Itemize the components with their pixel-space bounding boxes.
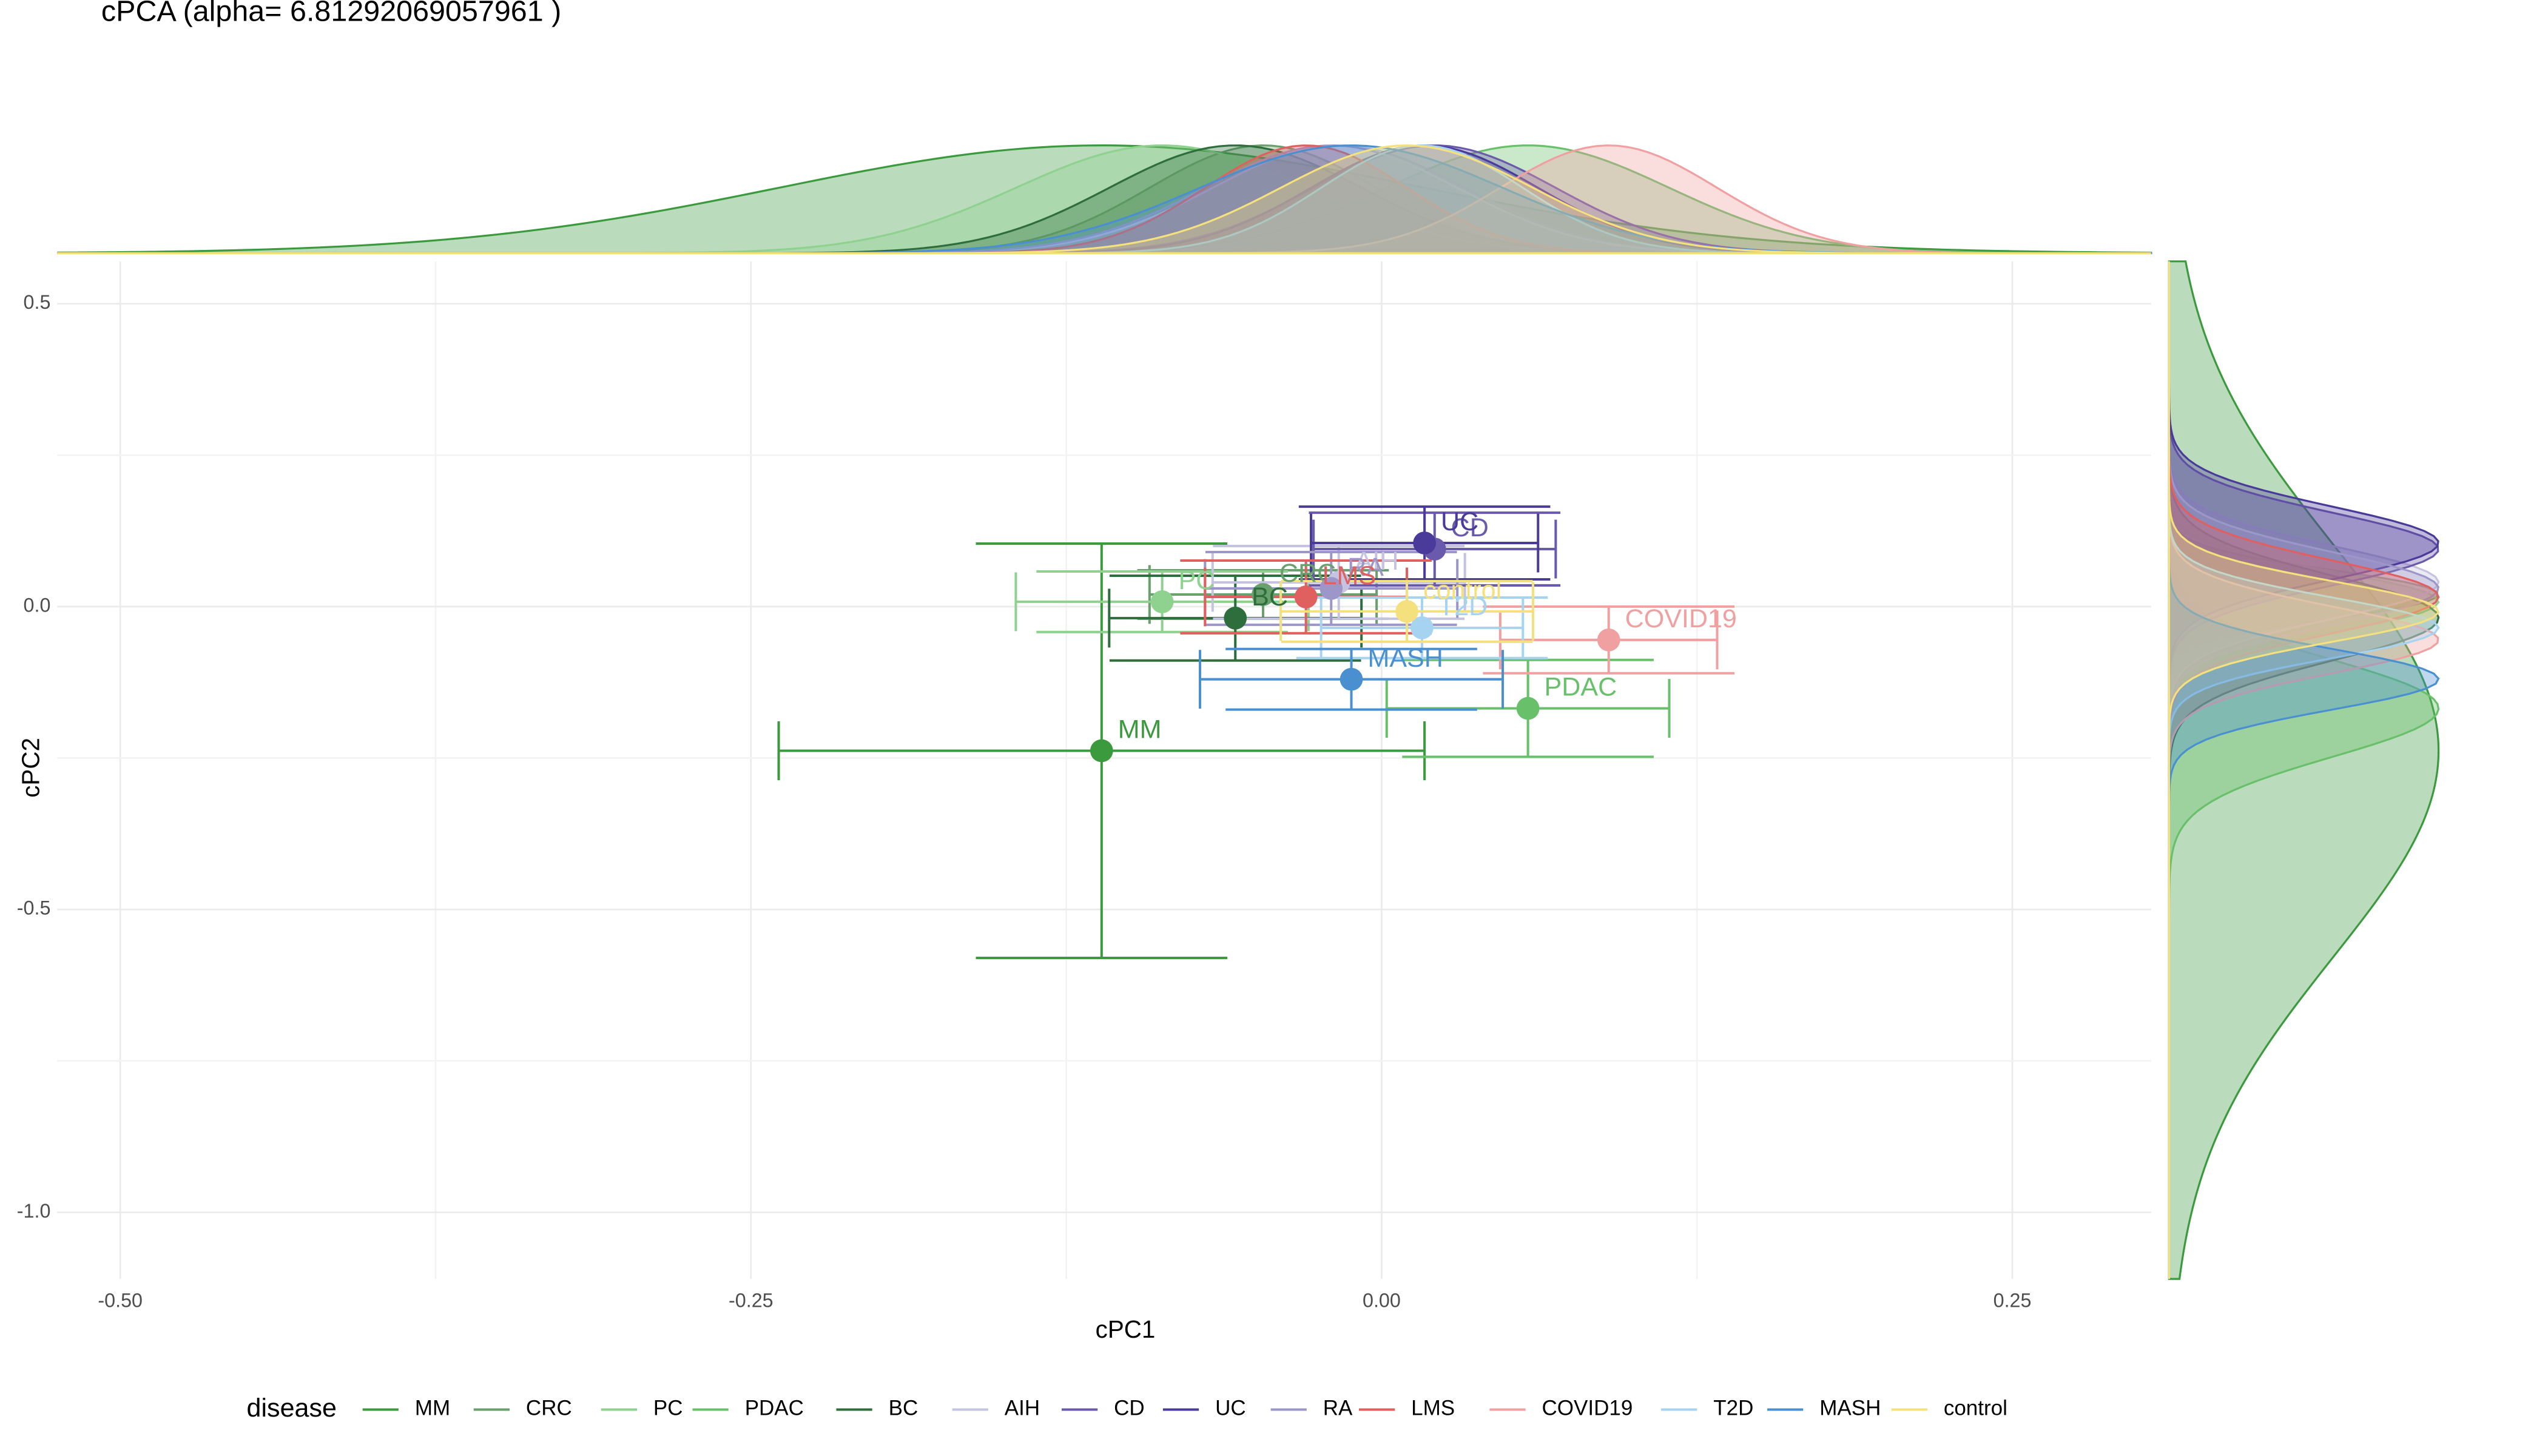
legend: MM CRC PC PDAC BC AIH CD UC RA LMS COVID19 T2D MASH c…: [362, 1397, 2007, 1420]
legend-title: disease: [247, 1394, 337, 1423]
legend-label: COVID19: [1542, 1397, 1633, 1420]
grid: -0.50 -0.25 0.00 0.25 0.5 0.0 -0.5 -1.0: [17, 261, 2151, 1311]
group-label: AIH: [1355, 547, 1399, 576]
group-label: PDAC: [1545, 673, 1617, 702]
y-density: [2168, 260, 2440, 1280]
legend-label: MM: [415, 1397, 450, 1420]
y-tick-label: 0.5: [24, 291, 51, 313]
plot: MMCRCPCPDACBCAIHCDUCRALMSCOVID19T2DMASHc…: [777, 505, 1737, 959]
legend-label: PC: [653, 1397, 683, 1420]
legend-label: BC: [889, 1397, 918, 1420]
legend-label: PDAC: [745, 1397, 804, 1420]
group-label: CD: [1451, 513, 1489, 542]
centroid: [1410, 616, 1434, 639]
legend-label: RA: [1323, 1397, 1353, 1420]
group-label: control: [1423, 576, 1502, 605]
x-density: [57, 144, 2152, 254]
group-label: MASH: [1367, 644, 1443, 673]
legend-label: UC: [1215, 1397, 1246, 1420]
legend-label: LMS: [1411, 1397, 1455, 1420]
centroid: [1395, 600, 1418, 623]
centroid: [1294, 585, 1318, 608]
centroid: [1516, 696, 1540, 720]
group-label: RA: [1347, 553, 1384, 582]
group-label: MM: [1118, 715, 1162, 744]
y-tick-label: 0.0: [24, 594, 51, 616]
centroid: [1252, 583, 1275, 606]
y-axis-title: cPC2: [17, 738, 45, 798]
legend-label: control: [1944, 1397, 2007, 1420]
centroid: [1150, 590, 1174, 613]
legend-label: CRC: [526, 1397, 572, 1420]
centroid: [1224, 607, 1247, 630]
densities: [57, 144, 2440, 1280]
legend-label: CD: [1114, 1397, 1145, 1420]
x-tick-label: 0.25: [1994, 1289, 2032, 1311]
x-tick-label: -0.50: [98, 1289, 143, 1311]
group-label: PC: [1179, 566, 1215, 595]
centroid: [1090, 739, 1113, 763]
legend-label: T2D: [1713, 1397, 1753, 1420]
group-label: LMS: [1323, 561, 1377, 590]
group-label: UC: [1441, 507, 1478, 536]
y-tick-label: -1.0: [17, 1200, 51, 1222]
legend-label: AIH: [1005, 1397, 1040, 1420]
x-axis-title: cPC1: [1096, 1315, 1156, 1343]
y-density: [2168, 261, 2440, 1279]
group-label: T2D: [1438, 592, 1488, 621]
group-label: COVID19: [1625, 604, 1737, 633]
centroid: [1340, 667, 1363, 691]
chart-title: cPCA (alpha= 6.81292069057961 ): [101, 0, 561, 27]
centroid: [1320, 577, 1343, 600]
x-density: [57, 144, 2151, 254]
x-tick-label: -0.25: [729, 1289, 774, 1311]
group-label: BC: [1252, 582, 1288, 612]
legend-label: MASH: [1819, 1397, 1881, 1420]
x-tick-label: 0.00: [1363, 1289, 1401, 1311]
y-tick-label: -0.5: [17, 897, 51, 919]
centroid: [1597, 628, 1620, 652]
centroid: [1413, 531, 1436, 554]
